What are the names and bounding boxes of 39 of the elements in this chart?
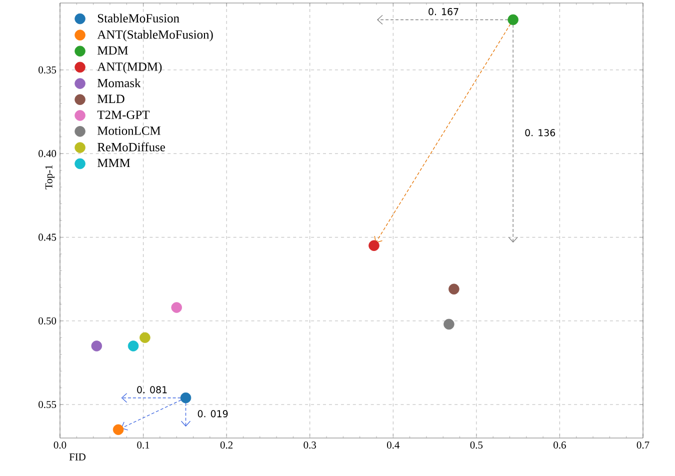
y-tick-label: 0.40 (38, 150, 56, 158)
point (128, 340, 139, 352)
x-tick-label: 0.6 (554, 442, 566, 449)
legend-label: MotionLCM (98, 126, 160, 135)
legend-label: MLD (98, 94, 124, 103)
annotation: 0. 019 (198, 410, 228, 418)
y-axis-title: Top-1 (45, 165, 54, 190)
point (368, 240, 380, 251)
point (112, 424, 124, 436)
annotation: 0. 167 (428, 8, 458, 16)
legend-label: StableMoFusion (98, 14, 180, 22)
point (448, 284, 460, 294)
y-tick-label: 0.50 (38, 317, 56, 324)
x-axis-title: FID (69, 453, 86, 460)
point (171, 302, 182, 313)
point (140, 332, 150, 343)
x-tick-label: 0.5 (470, 442, 483, 449)
x-tick-label: 0.1 (137, 442, 150, 449)
legend-label: ANT(StableMoFusion) (97, 30, 213, 42)
legend-label: MDM (98, 46, 128, 55)
annotation: 0. 136 (525, 129, 556, 136)
point (444, 318, 454, 330)
y-tick-label: 0.55 (38, 400, 56, 408)
point (180, 392, 192, 404)
legend-label: ANT(MDM) (97, 62, 162, 74)
x-tick-label: 0.7 (636, 442, 650, 449)
legend-label: ReMoDiffuse (98, 142, 165, 152)
y-tick-label: 0.35 (38, 66, 56, 74)
x-tick-label: 0.4 (386, 442, 400, 449)
legend-label: MMM (98, 158, 130, 168)
annotation: 0. 081 (137, 386, 167, 394)
x-tick-label: 0.0 (54, 442, 66, 449)
legend-label: Momask (98, 78, 141, 88)
y-tick-label: 0.45 (38, 234, 56, 241)
point (91, 340, 102, 352)
x-tick-label: 0.3 (304, 442, 316, 449)
legend-label: T2M-GPT (97, 110, 150, 119)
point (508, 14, 518, 26)
x-tick-label: 0.2 (220, 442, 233, 449)
